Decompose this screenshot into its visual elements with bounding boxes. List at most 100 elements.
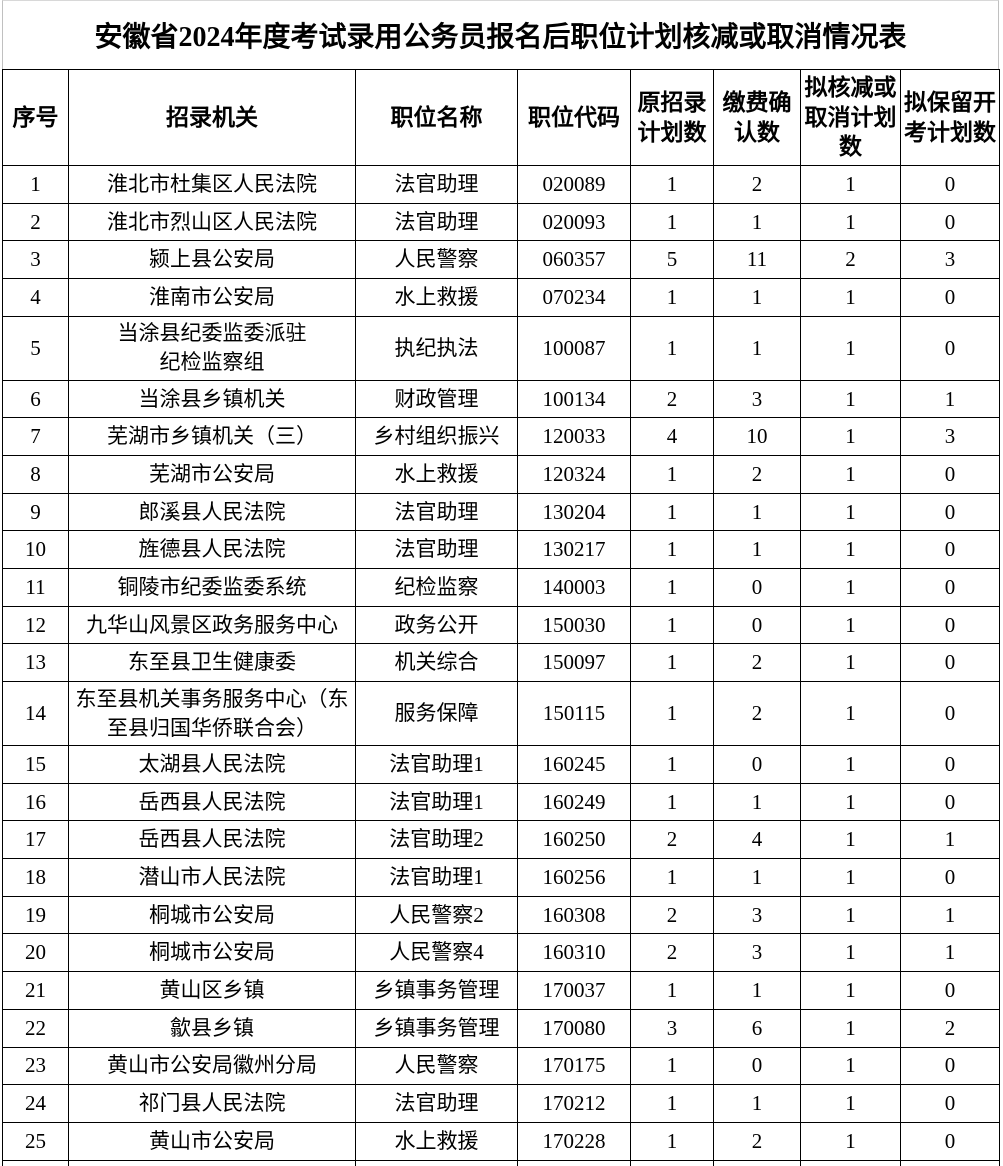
cell-planned: 2: [630, 379, 714, 419]
cell-planned: 1: [630, 165, 714, 204]
table-row: 18 潜山市人民法院 法官助理1 160256 1 1 1 0: [2, 858, 1000, 897]
cell-code: 070234: [517, 278, 631, 317]
table-row: 16 岳西县人民法院 法官助理1 160249 1 1 1 0: [2, 782, 1000, 822]
cell-code: 060357: [517, 240, 631, 280]
cell-retained: 3: [900, 417, 1000, 457]
cell-no: 20: [2, 933, 69, 973]
cell-retained: 0: [900, 315, 1000, 381]
table-body: 1 淮北市杜集区人民法院 法官助理 020089 1 2 1 0 2 淮北市烈山…: [2, 165, 1000, 1166]
cell-agency: 桐城市公安局: [68, 895, 356, 935]
cell-code: 150030: [517, 605, 631, 645]
cell-code: 160256: [517, 858, 631, 897]
cell-planned: 1: [630, 782, 714, 822]
cell-retained: 0: [900, 1084, 1000, 1123]
cell-planned: 3: [630, 1008, 714, 1048]
cell-planned: 1: [630, 1084, 714, 1123]
cell-no: 22: [2, 1008, 69, 1048]
cell-reduced: 1: [800, 315, 901, 381]
cell-planned: 1: [630, 858, 714, 897]
cell-code: 130204: [517, 492, 631, 532]
cell-reduced: 1: [800, 417, 901, 457]
header-retained: 拟保留开 考计划数: [900, 69, 1000, 166]
cell-retained: 0: [900, 971, 1000, 1010]
cell-reduced: 1: [800, 530, 901, 570]
cell-no: 6: [2, 379, 69, 419]
cell-planned: 1: [630, 1121, 714, 1161]
cell-planned: 1: [630, 315, 714, 381]
cell-position: [355, 1159, 518, 1166]
table-header: 序号 招录机关 职位名称 职位代码 原招录 计划数 缴费确 认数 拟核减或 取消…: [2, 69, 1000, 166]
cell-planned: 1: [630, 681, 714, 747]
cell-reduced: 1: [800, 1008, 901, 1048]
cell-no: 17: [2, 820, 69, 860]
cell-agency: 太湖县人民法院: [68, 745, 356, 784]
cell-reduced: 1: [800, 643, 901, 683]
cell-confirmed: 0: [713, 605, 801, 645]
cell-planned: 1: [630, 455, 714, 494]
cell-no: 9: [2, 492, 69, 532]
table-row: 6 当涂县乡镇机关 财政管理 100134 2 3 1 1: [2, 379, 1000, 419]
header-row: 序号 招录机关 职位名称 职位代码 原招录 计划数 缴费确 认数 拟核减或 取消…: [2, 69, 1000, 166]
cell-confirmed: 1: [713, 530, 801, 570]
cell-agency: 铜陵市纪委监委系统: [68, 568, 356, 607]
cell-reduced: 1: [800, 379, 901, 419]
cell-reduced: 1: [800, 455, 901, 494]
cell-retained: 0: [900, 643, 1000, 683]
cell-confirmed: 1: [713, 202, 801, 242]
cell-code: 170037: [517, 971, 631, 1010]
cell-position: 执纪执法: [355, 315, 518, 381]
cell-reduced: 1: [800, 1121, 901, 1161]
cell-confirmed: 1: [713, 782, 801, 822]
cell-agency: 黄山区乡镇: [68, 971, 356, 1010]
cell-code: 170175: [517, 1046, 631, 1086]
cell-agency: 旌德县人民法院: [68, 530, 356, 570]
cell-position: 法官助理: [355, 202, 518, 242]
cell-position: 纪检监察: [355, 568, 518, 607]
cell-retained: 0: [900, 492, 1000, 532]
cell-code: 130217: [517, 530, 631, 570]
cell-code: 160249: [517, 782, 631, 822]
cell-no: [2, 1159, 69, 1166]
cell-no: 2: [2, 202, 69, 242]
table-row: 11 铜陵市纪委监委系统 纪检监察 140003 1 0 1 0: [2, 568, 1000, 607]
cell-position: 水上救援: [355, 455, 518, 494]
cell-retained: 0: [900, 568, 1000, 607]
cell-no: 24: [2, 1084, 69, 1123]
cell-no: 8: [2, 455, 69, 494]
cell-code: 150115: [517, 681, 631, 747]
header-agency: 招录机关: [68, 69, 356, 166]
table-row: 9 郎溪县人民法院 法官助理 130204 1 1 1 0: [2, 492, 1000, 532]
cell-planned: 1: [630, 202, 714, 242]
cell-position: 法官助理1: [355, 858, 518, 897]
cell-confirmed: 0: [713, 745, 801, 784]
cell-confirmed: 2: [713, 165, 801, 204]
cell-confirmed: 0: [713, 568, 801, 607]
cell-no: 16: [2, 782, 69, 822]
cell-code: 170080: [517, 1008, 631, 1048]
cell-code: [517, 1159, 631, 1166]
cell-reduced: 1: [800, 492, 901, 532]
cell-agency: 九华山风景区政务服务中心: [68, 605, 356, 645]
cell-position: 法官助理: [355, 165, 518, 204]
cell-position: 人民警察4: [355, 933, 518, 973]
cell-code: 160250: [517, 820, 631, 860]
cell-code: 120324: [517, 455, 631, 494]
header-code: 职位代码: [517, 69, 631, 166]
cell-retained: 1: [900, 895, 1000, 935]
cell-position: 法官助理: [355, 1084, 518, 1123]
table-row: 13 东至县卫生健康委 机关综合 150097 1 2 1 0: [2, 643, 1000, 683]
table-row: 21 黄山区乡镇 乡镇事务管理 170037 1 1 1 0: [2, 971, 1000, 1010]
cell-position: 法官助理1: [355, 745, 518, 784]
cell-position: 乡镇事务管理: [355, 1008, 518, 1048]
cell-no: 4: [2, 278, 69, 317]
cell-reduced: 1: [800, 1046, 901, 1086]
cell-reduced: 1: [800, 1084, 901, 1123]
cell-no: 11: [2, 568, 69, 607]
cell-agency: 郎溪县人民法院: [68, 492, 356, 532]
cell-no: 3: [2, 240, 69, 280]
cell-retained: 0: [900, 605, 1000, 645]
cell-reduced: 1: [800, 895, 901, 935]
cell-retained: 0: [900, 858, 1000, 897]
cell-retained: 1: [900, 379, 1000, 419]
